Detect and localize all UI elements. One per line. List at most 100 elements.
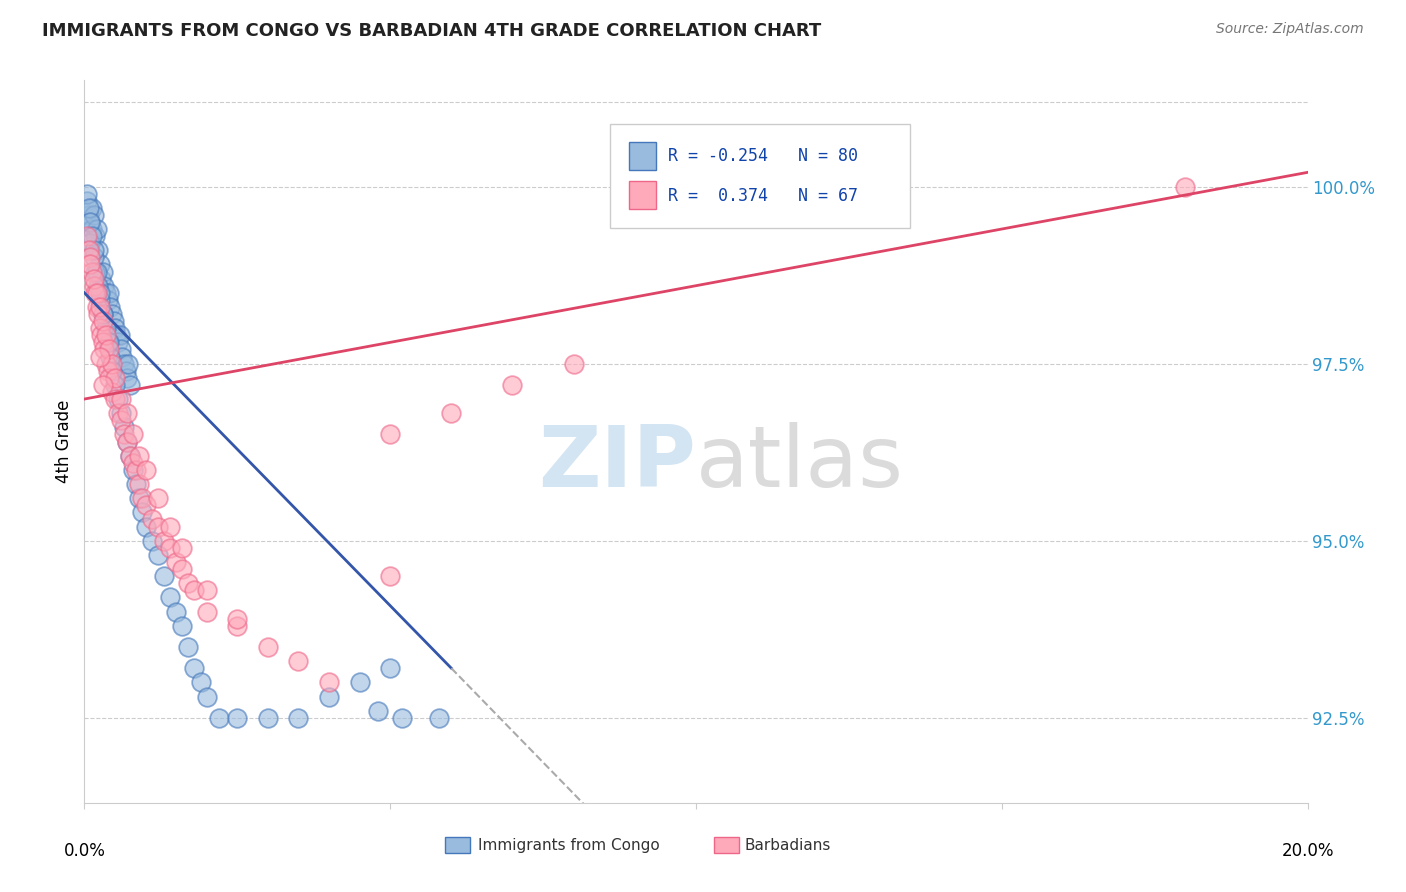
Point xyxy=(76,186,98,201)
Point xyxy=(91,264,114,278)
Point xyxy=(79,215,101,229)
Point xyxy=(97,285,120,300)
Point xyxy=(159,591,181,605)
Point xyxy=(91,314,114,328)
Point xyxy=(103,314,125,328)
Point xyxy=(104,321,127,335)
Point xyxy=(125,463,148,477)
Text: Barbadians: Barbadians xyxy=(745,838,831,853)
Point xyxy=(104,371,127,385)
Point xyxy=(318,690,340,704)
Point xyxy=(177,576,200,591)
Point xyxy=(135,519,157,533)
Point xyxy=(79,257,101,271)
Point xyxy=(91,307,114,321)
Point xyxy=(159,519,181,533)
Point xyxy=(172,541,194,555)
Point xyxy=(226,711,249,725)
Text: Immigrants from Congo: Immigrants from Congo xyxy=(478,838,659,853)
Point xyxy=(107,406,129,420)
Point xyxy=(90,328,112,343)
Point xyxy=(165,605,187,619)
Point xyxy=(93,278,115,293)
Point xyxy=(80,201,103,215)
Point xyxy=(90,271,112,285)
Point xyxy=(128,449,150,463)
Point xyxy=(83,208,105,222)
Point xyxy=(115,364,138,378)
Point xyxy=(380,569,402,583)
Point xyxy=(257,711,280,725)
Point xyxy=(86,300,108,314)
Point xyxy=(91,335,114,350)
Point xyxy=(165,555,187,569)
Point xyxy=(79,251,101,265)
Point xyxy=(183,661,205,675)
Point xyxy=(98,300,121,314)
Point xyxy=(112,357,135,371)
Bar xyxy=(446,838,470,854)
Point xyxy=(195,605,218,619)
Point xyxy=(502,377,524,392)
Text: ZIP: ZIP xyxy=(538,422,696,505)
Point xyxy=(83,251,105,265)
Point xyxy=(79,215,101,229)
Point xyxy=(287,654,309,668)
Point xyxy=(122,456,145,470)
Point xyxy=(77,208,100,222)
Point xyxy=(153,533,176,548)
Point xyxy=(108,328,131,343)
Point xyxy=(83,271,105,285)
Point xyxy=(115,406,138,420)
Point xyxy=(122,427,145,442)
Point xyxy=(135,463,157,477)
Point xyxy=(562,357,585,371)
Point xyxy=(120,449,142,463)
Point xyxy=(97,335,120,350)
Point xyxy=(120,377,142,392)
Point xyxy=(86,264,108,278)
Point xyxy=(110,413,132,427)
Point xyxy=(172,618,194,632)
Point xyxy=(93,343,115,357)
Point xyxy=(83,278,105,293)
Point xyxy=(107,335,129,350)
Point xyxy=(97,335,120,350)
Point xyxy=(208,711,231,725)
Point xyxy=(94,321,117,335)
Point xyxy=(318,675,340,690)
Point xyxy=(84,285,107,300)
Point xyxy=(98,350,121,364)
Point xyxy=(159,541,181,555)
Point xyxy=(141,533,163,548)
Text: R =  0.374   N = 67: R = 0.374 N = 67 xyxy=(668,187,858,205)
Point xyxy=(195,583,218,598)
Text: IMMIGRANTS FROM CONGO VS BARBADIAN 4TH GRADE CORRELATION CHART: IMMIGRANTS FROM CONGO VS BARBADIAN 4TH G… xyxy=(42,22,821,40)
Point xyxy=(97,343,120,357)
Point xyxy=(97,364,120,378)
Point xyxy=(120,449,142,463)
Point xyxy=(80,264,103,278)
Point xyxy=(349,675,371,690)
Point xyxy=(97,371,120,385)
Point xyxy=(440,406,463,420)
Point xyxy=(80,229,103,244)
Point xyxy=(153,569,176,583)
Point xyxy=(122,463,145,477)
Point xyxy=(110,343,132,357)
Point xyxy=(115,434,138,449)
Point xyxy=(89,300,111,314)
Point xyxy=(101,307,124,321)
Point xyxy=(146,519,169,533)
Bar xyxy=(628,181,655,209)
Point xyxy=(94,285,117,300)
Point xyxy=(380,427,402,442)
Point xyxy=(91,307,114,321)
Point xyxy=(83,244,105,258)
Point xyxy=(101,364,124,378)
Point xyxy=(101,384,124,399)
Point xyxy=(131,491,153,506)
Point xyxy=(141,512,163,526)
Point xyxy=(76,194,98,208)
Point xyxy=(84,264,107,278)
